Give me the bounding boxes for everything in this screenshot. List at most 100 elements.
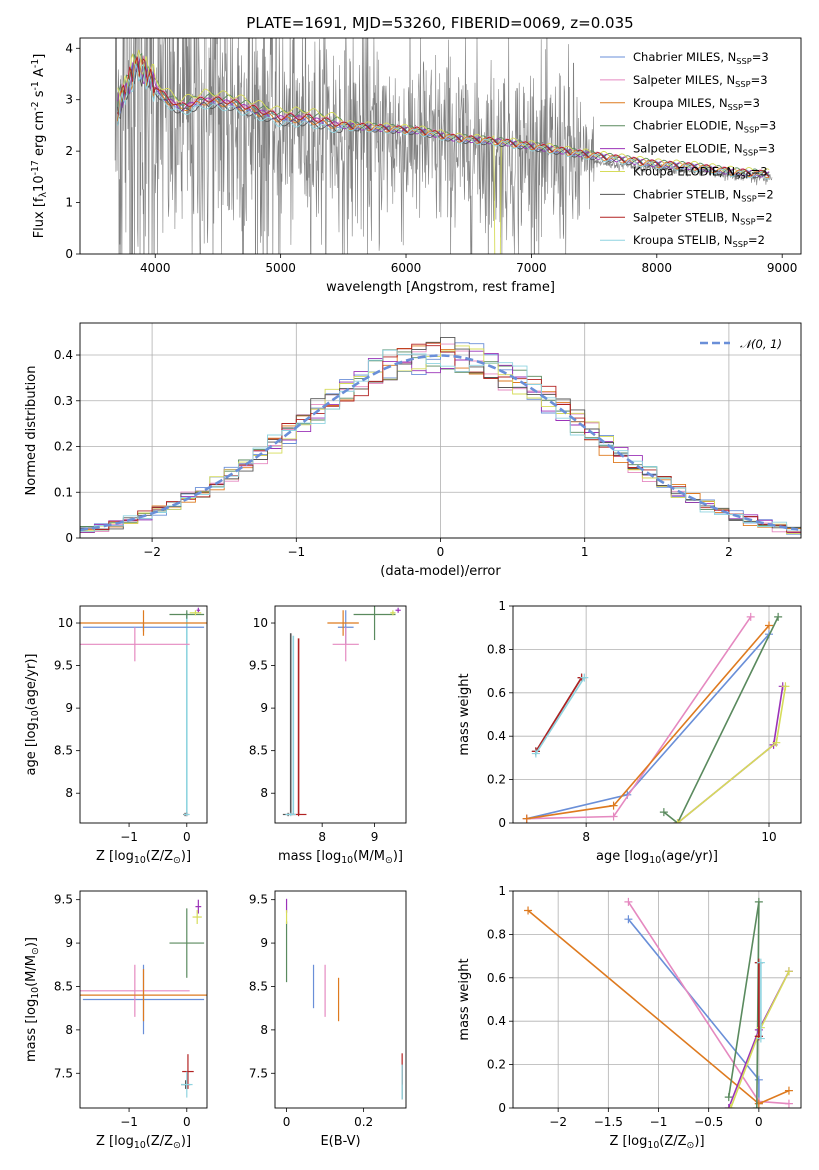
y-tick-label: 4 xyxy=(65,41,73,55)
axes-frame xyxy=(512,890,802,1109)
x-axis-label: Z [log10(Z/Z⊙)] xyxy=(96,849,191,866)
y-tick-label: 8 xyxy=(65,1023,73,1037)
x-tick-label: 0 xyxy=(283,1115,291,1129)
x-tick-label: 0 xyxy=(755,1115,763,1129)
panel-mass-vs-Z: −1 0 7.5 8 8.5 9 9.5 Z [log10(Z/Z⊙)] mass [log10… xyxy=(24,890,208,1151)
x-tick-label: −1 xyxy=(650,1115,668,1129)
x-tick-label: 0 xyxy=(437,545,445,559)
model-spectrum xyxy=(117,49,770,254)
y-tick-label: 0.2 xyxy=(54,440,73,454)
legend-label: Salpeter STELIB, NSSP=2 xyxy=(633,210,773,226)
x-tick-label: 4000 xyxy=(140,261,171,275)
legend-label: 𝒩(0, 1) xyxy=(740,337,782,351)
y-tick-label: 0.4 xyxy=(54,348,73,362)
y-tick-label: 9.5 xyxy=(249,659,268,673)
legend-label: Chabrier STELIB, NSSP=2 xyxy=(633,187,774,203)
x-tick-label: 10 xyxy=(761,830,776,844)
mass-weight-line xyxy=(663,616,779,823)
panel-residuals: −2 −1 0 1 2 0 0.1 0.2 0.3 0.4 (data-model)/error No… xyxy=(24,322,802,579)
y-tick-label: 0 xyxy=(498,1101,506,1115)
y-tick-label: 7.5 xyxy=(54,1066,73,1080)
x-tick-label: 9000 xyxy=(767,261,798,275)
axes-frame xyxy=(274,890,407,1109)
y-tick-label: 0.8 xyxy=(487,927,506,941)
model-spectrum xyxy=(117,56,770,178)
y-tick-label: 9.5 xyxy=(249,893,268,907)
point-marker xyxy=(522,814,531,823)
panel-mass-vs-EBV: 0 0.2 7.5 8 8.5 9 9.5 E(B-V) xyxy=(249,890,407,1149)
y-tick-label: 8.5 xyxy=(249,744,268,758)
y-tick-label: 1 xyxy=(498,884,506,898)
point-marker xyxy=(624,897,633,906)
y-axis-label: mass weight xyxy=(457,958,472,1040)
axes-frame xyxy=(79,37,802,255)
point-marker xyxy=(659,808,668,817)
point-marker xyxy=(746,612,755,621)
legend-label: Salpeter MILES, NSSP=3 xyxy=(633,73,768,89)
point-marker xyxy=(756,1034,765,1043)
point-marker xyxy=(724,1104,733,1108)
y-axis-label: mass [log10(M/M⊙)] xyxy=(24,937,41,1062)
mass-weight-line xyxy=(535,677,585,755)
axes-frame xyxy=(79,605,208,824)
legend-label: Chabrier ELODIE, NSSP=3 xyxy=(633,119,776,135)
y-tick-label: 0 xyxy=(65,247,73,261)
x-axis-label: Z [log10(Z/Z⊙)] xyxy=(609,1134,704,1151)
point-marker xyxy=(754,897,763,906)
point-marker xyxy=(609,801,618,810)
legend: Chabrier MILES, NSSP=3 Salpeter MILES, NS… xyxy=(600,50,776,249)
point-marker xyxy=(724,1093,733,1102)
y-axis-label: age [log10(age/yr)] xyxy=(24,654,41,776)
y-tick-label: 0.1 xyxy=(54,485,73,499)
point-marker xyxy=(754,1075,763,1084)
x-tick-label: 0.2 xyxy=(354,1115,373,1129)
y-tick-label: 1 xyxy=(65,196,73,210)
x-axis-label: mass [log10(M/M⊙)] xyxy=(278,849,403,866)
normal-curve xyxy=(80,354,799,532)
y-tick-label: 0 xyxy=(498,816,506,830)
point-marker xyxy=(756,958,765,967)
x-tick-label: 8 xyxy=(582,830,590,844)
x-tick-label: −1 xyxy=(120,1115,138,1129)
y-tick-label: 9.5 xyxy=(54,659,73,673)
x-axis-label: (data-model)/error xyxy=(380,564,501,579)
x-tick-label: 1 xyxy=(581,545,589,559)
legend: 𝒩(0, 1) xyxy=(700,337,782,351)
panel-massweight-vs-age: 8 10 0 0.2 0.4 0.6 0.8 1 age [log10(age/yr)] mass… xyxy=(457,599,802,866)
y-tick-label: 0.4 xyxy=(487,729,506,743)
point-marker xyxy=(726,1104,735,1108)
y-tick-label: 0.6 xyxy=(487,686,506,700)
point-marker xyxy=(784,1099,793,1108)
model-spectrum xyxy=(117,57,770,178)
y-tick-label: 0.2 xyxy=(487,1058,506,1072)
point-marker xyxy=(781,682,790,691)
plot-area xyxy=(524,897,793,1108)
y-tick-label: 8.5 xyxy=(249,979,268,993)
y-tick-label: 1 xyxy=(498,599,506,613)
axes-frame xyxy=(79,890,208,1109)
x-axis-label: E(B-V) xyxy=(320,1134,360,1149)
x-tick-label: −2 xyxy=(143,545,161,559)
point-marker xyxy=(765,621,773,630)
point-marker xyxy=(531,749,540,758)
y-axis-label: Normed distribution xyxy=(24,366,39,496)
x-axis-label: age [log10(age/yr)] xyxy=(596,849,718,866)
point-marker xyxy=(609,812,618,821)
x-tick-label: −2 xyxy=(549,1115,567,1129)
y-tick-label: 0.3 xyxy=(54,394,73,408)
y-tick-label: 9 xyxy=(65,936,73,950)
plot-area xyxy=(522,612,790,823)
y-tick-label: 0 xyxy=(65,531,73,545)
y-tick-label: 9 xyxy=(260,701,268,715)
y-tick-label: 8 xyxy=(260,786,268,800)
panel-massweight-vs-Z: −2 −1.5 −1 −0.5 0 0 0.2 0.4 0.6 0.8 1 Z [log10(Z/Z⊙… xyxy=(457,884,802,1151)
mass-weight-line xyxy=(526,624,770,820)
x-tick-label: 2 xyxy=(725,545,733,559)
point-marker xyxy=(774,612,783,621)
y-axis-label: mass weight xyxy=(457,673,472,755)
y-tick-label: 8.5 xyxy=(54,744,73,758)
y-axis-label: Flux [fλ10-17 erg cm-2 s-1 A-1] xyxy=(30,54,49,239)
y-tick-label: 9 xyxy=(260,936,268,950)
x-tick-label: −1 xyxy=(287,545,305,559)
point-marker xyxy=(524,906,533,915)
